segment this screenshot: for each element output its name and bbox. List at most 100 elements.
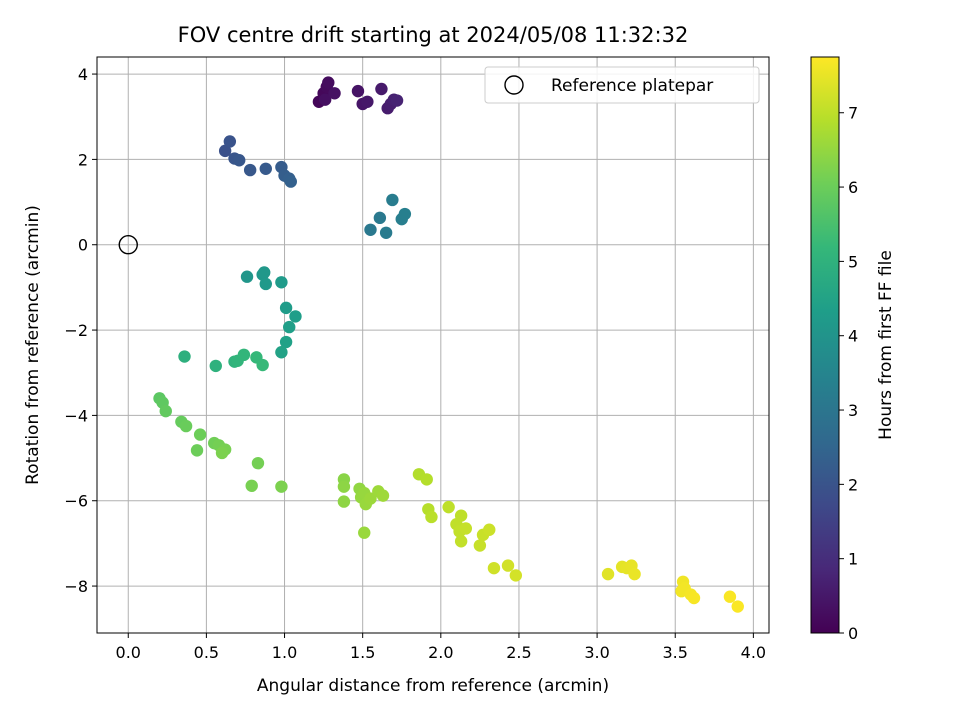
- data-point: [501, 559, 515, 572]
- reference-marker: [118, 235, 138, 255]
- data-point: [373, 211, 387, 225]
- data-point: [256, 358, 269, 372]
- colorbar-tick-label: 2: [848, 475, 858, 494]
- x-axis-label: Angular distance from reference (arcmin): [257, 676, 609, 696]
- data-point: [687, 591, 701, 605]
- x-tick-label: 1.5: [350, 643, 375, 662]
- data-point: [258, 266, 271, 279]
- data-point: [283, 320, 296, 334]
- data-points: [153, 76, 744, 613]
- data-point: [275, 276, 288, 289]
- colorbar-tick-label: 6: [848, 178, 858, 197]
- data-point: [237, 348, 251, 362]
- data-point: [233, 154, 246, 167]
- data-point: [243, 163, 257, 177]
- colorbar-label: Hours from first FF file: [876, 250, 896, 440]
- data-point: [398, 207, 412, 221]
- data-point: [223, 135, 237, 148]
- x-axis-ticks: 0.0 0.5 1.0 1.5 2.0 2.5 3.0 3.5 4.0: [116, 633, 766, 662]
- data-point: [364, 492, 377, 505]
- data-point: [279, 335, 293, 349]
- y-tick-label: −8: [64, 577, 88, 596]
- colorbar-tick-label: 1: [848, 550, 858, 569]
- data-point: [364, 223, 377, 236]
- x-tick-label: 4.0: [741, 643, 766, 662]
- grid-lines: [97, 57, 769, 633]
- colorbar-tick-label: 7: [848, 104, 858, 123]
- y-tick-label: −2: [64, 321, 88, 340]
- data-point: [483, 523, 496, 536]
- x-tick-label: 0.5: [194, 643, 219, 662]
- data-point: [358, 526, 371, 539]
- colorbar: [810, 56, 840, 634]
- data-point: [322, 76, 335, 89]
- data-point: [179, 419, 193, 433]
- data-point: [275, 480, 288, 493]
- colorbar-tick-label: 4: [848, 327, 858, 346]
- data-point: [251, 456, 265, 470]
- colorbar-tick-label: 3: [848, 401, 858, 420]
- data-point: [386, 193, 399, 207]
- colorbar-tick-label: 5: [848, 252, 858, 271]
- data-point: [473, 539, 487, 552]
- data-point: [601, 567, 615, 581]
- data-point: [442, 500, 455, 514]
- data-point: [279, 301, 293, 315]
- data-point: [178, 350, 191, 363]
- data-point: [284, 175, 297, 188]
- y-tick-label: 2: [78, 150, 88, 169]
- data-point: [361, 95, 374, 109]
- data-point: [328, 87, 341, 100]
- colorbar-tick-label: 0: [848, 624, 858, 643]
- legend-box: [484, 66, 760, 104]
- data-point: [159, 404, 172, 418]
- y-tick-label: 4: [78, 65, 88, 84]
- data-point: [420, 473, 433, 486]
- data-point: [723, 590, 737, 603]
- data-point: [731, 600, 744, 613]
- y-tick-label: −4: [64, 406, 88, 425]
- data-point: [351, 84, 365, 98]
- data-point: [487, 561, 501, 575]
- legend-label: Reference platepar: [551, 76, 713, 96]
- data-point: [337, 495, 351, 508]
- y-tick-label: 0: [78, 236, 88, 255]
- data-point: [259, 162, 272, 175]
- x-tick-label: 2.0: [428, 643, 453, 662]
- data-point: [318, 93, 332, 106]
- y-tick-label: −6: [64, 492, 88, 511]
- data-point: [289, 310, 302, 323]
- data-point: [675, 584, 688, 598]
- data-point: [218, 144, 232, 158]
- chart-title: FOV centre drift starting at 2024/05/08 …: [178, 23, 689, 47]
- colorbar-ticks: 0 1 2 3 4 5 6 7: [839, 104, 858, 643]
- reference-marker-group: [118, 235, 138, 255]
- data-point: [215, 446, 229, 460]
- x-tick-label: 3.0: [584, 643, 609, 662]
- data-point: [379, 226, 393, 239]
- plot-frame: [96, 56, 770, 634]
- data-point: [209, 359, 222, 373]
- x-tick-label: 2.5: [506, 643, 531, 662]
- legend: Reference platepar: [484, 66, 760, 104]
- data-point: [337, 480, 351, 493]
- data-point: [454, 535, 468, 548]
- x-tick-label: 3.5: [663, 643, 688, 662]
- data-point: [193, 428, 207, 441]
- y-axis-label: Rotation from reference (arcmin): [23, 205, 43, 485]
- data-point: [509, 569, 523, 582]
- data-point: [190, 444, 204, 457]
- data-point: [245, 479, 258, 492]
- legend-marker: [504, 75, 524, 95]
- x-tick-label: 0.0: [116, 643, 141, 662]
- data-point: [275, 346, 288, 359]
- data-point: [459, 522, 473, 535]
- data-point: [259, 277, 272, 291]
- data-point: [376, 489, 390, 502]
- x-tick-label: 1.0: [272, 643, 297, 662]
- data-point: [390, 94, 404, 107]
- data-point: [240, 270, 254, 283]
- data-point: [628, 567, 641, 581]
